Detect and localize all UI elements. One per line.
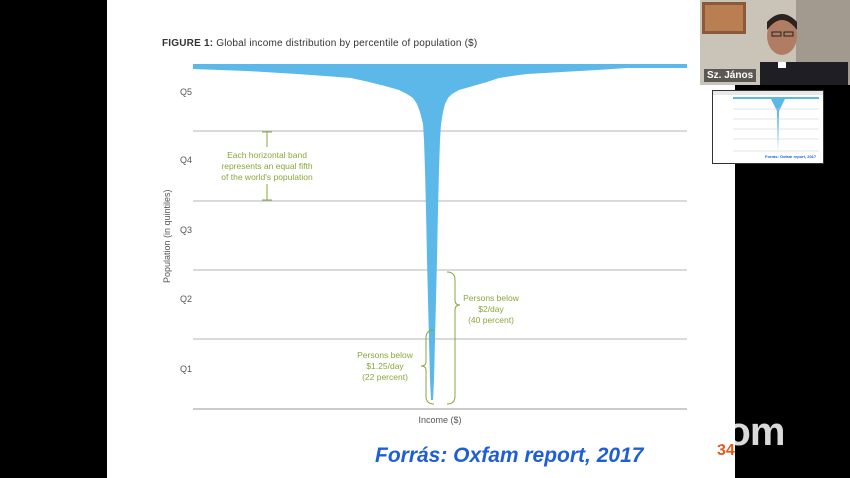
below-125-annotation-line: (22 percent) xyxy=(362,372,408,382)
below-2-annotation-line: Persons below xyxy=(463,293,520,303)
below-2-annotation-line: $2/day xyxy=(478,304,504,314)
income-distribution-chart: Q5 Q4 Q3 Q2 Q1 Population (in quintiles) Inc… xyxy=(162,64,687,425)
chart-annotations: Each horizontal band represents an equal … xyxy=(221,131,520,405)
below-2-bracket xyxy=(446,271,461,405)
y-tick-label-q3: Q3 xyxy=(180,225,192,235)
y-tick-label-q1: Q1 xyxy=(180,364,192,374)
shared-slide: FIGURE 1: Global income distribution by … xyxy=(107,0,735,478)
below-125-bracket xyxy=(420,329,435,405)
band-annotation: Each horizontal band represents an equal … xyxy=(221,150,313,182)
x-axis-title: Income ($) xyxy=(418,415,461,425)
y-tick-label-q2: Q2 xyxy=(180,294,192,304)
y-tick-label-q5: Q5 xyxy=(180,87,192,97)
band-annotation-line: represents an equal fifth xyxy=(221,161,312,171)
slide-thumbnail-image xyxy=(713,91,823,163)
figure-label: FIGURE 1: xyxy=(162,38,214,49)
speaker-video-tile[interactable]: Sz. János xyxy=(700,0,850,85)
band-bracket xyxy=(262,131,272,201)
band-annotation-line: of the world's population xyxy=(221,172,313,182)
y-tick-label-q4: Q4 xyxy=(180,155,192,165)
figure-title: FIGURE 1: Global income distribution by … xyxy=(162,38,477,49)
below-125-annotation: Persons below $1.25/day (22 percent) xyxy=(357,350,414,382)
slide-number: 34 xyxy=(717,442,735,459)
below-125-annotation-line: Persons below xyxy=(357,350,414,360)
below-2-annotation: Persons below $2/day (40 percent) xyxy=(463,293,520,325)
income-distribution-shape xyxy=(193,64,687,400)
speaker-video-image xyxy=(700,0,850,85)
zoom-watermark-logo: zoom xyxy=(684,410,785,454)
source-caption: Forrás: Oxfam report, 2017 xyxy=(375,444,644,467)
thumbnail-caption: Forrás: Oxfam report, 2017 xyxy=(765,154,817,159)
below-125-annotation-line: $1.25/day xyxy=(366,361,404,371)
y-axis-labels: Q5 Q4 Q3 Q2 Q1 xyxy=(180,87,192,374)
slide-thumbnail[interactable]: Forrás: Oxfam report, 2017 xyxy=(712,90,824,164)
below-2-annotation-line: (40 percent) xyxy=(468,315,514,325)
figure-title-text: Global income distribution by percentile… xyxy=(216,38,478,49)
speaker-name-label: Sz. János xyxy=(704,69,757,82)
band-annotation-line: Each horizontal band xyxy=(227,150,307,160)
y-axis-title: Population (in quintiles) xyxy=(162,189,172,283)
